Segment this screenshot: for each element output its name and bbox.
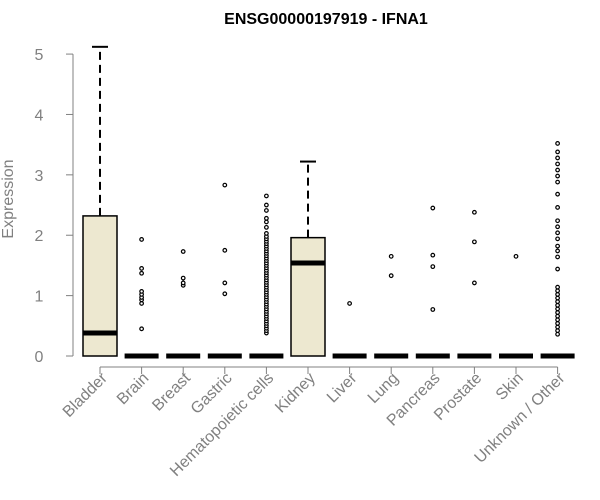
outlier-9-1: [472, 239, 477, 245]
outlier-11-20: [555, 224, 560, 230]
outlier-2-1: [180, 280, 186, 286]
outlier-9-0: [472, 280, 477, 286]
x-tick-label-0: Bladder: [60, 369, 111, 420]
outlier-11-27: [555, 161, 560, 167]
outlier-1-8: [139, 237, 145, 242]
outlier-11-22: [555, 205, 560, 210]
y-tick-label-2: 2: [35, 228, 44, 245]
outlier-6-0: [347, 301, 353, 306]
y-tick-label-3: 3: [35, 168, 44, 185]
outlier-11-13: [555, 284, 560, 290]
outlier-8-3: [430, 205, 436, 211]
x-tick-label-2: Breast: [149, 369, 194, 414]
outlier-4-44: [264, 215, 269, 221]
outlier-10-0: [513, 253, 519, 259]
outlier-1-5: [139, 288, 145, 294]
y-tick-label-4: 4: [35, 107, 44, 124]
outlier-11-16: [555, 248, 560, 254]
outlier-4-45: [264, 208, 269, 213]
outlier-11-17: [555, 243, 560, 249]
outlier-11-24: [555, 179, 560, 185]
y-tick-label-5: 5: [35, 47, 44, 64]
outlier-3-3: [222, 182, 228, 188]
outlier-1-0: [139, 326, 145, 332]
outlier-4-42: [264, 224, 269, 230]
outlier-11-26: [555, 167, 560, 173]
outlier-8-0: [430, 307, 436, 312]
outlier-3-2: [222, 247, 228, 253]
outlier-1-7: [139, 266, 145, 271]
outlier-2-3: [180, 249, 186, 254]
outlier-3-0: [222, 291, 228, 297]
outlier-2-2: [180, 275, 186, 281]
outlier-1-6: [139, 270, 145, 276]
x-tick-label-1: Brain: [114, 370, 152, 408]
outlier-11-19: [555, 230, 560, 236]
y-axis-label: Expression: [0, 159, 17, 238]
outlier-11-21: [555, 218, 560, 224]
outlier-4-46: [264, 202, 269, 208]
outlier-11-14: [555, 266, 560, 272]
y-tick-label-0: 0: [35, 349, 44, 366]
y-axis: 0 1 2 3 4 5: [35, 47, 74, 366]
outlier-7-1: [388, 253, 394, 259]
outlier-11-15: [555, 254, 560, 260]
outlier-9-2: [472, 209, 477, 215]
outlier-11-18: [555, 236, 560, 242]
x-tick-label-5: Kidney: [272, 370, 319, 417]
x-tick-label-6: Liver: [324, 369, 361, 406]
outlier-7-0: [388, 273, 394, 279]
outlier-8-2: [430, 252, 436, 258]
chart-title: ENSG00000197919 - IFNA1: [224, 11, 428, 28]
outlier-11-30: [555, 141, 560, 146]
x-tick-label-7: Lung: [365, 370, 402, 407]
x-tick-label-10: Skin: [493, 370, 527, 404]
box-5: [290, 236, 326, 357]
outlier-8-1: [430, 264, 436, 270]
outlier-4-47: [264, 193, 269, 199]
boxes: [82, 45, 575, 359]
y-tick-label-1: 1: [35, 289, 44, 306]
outlier-11-25: [555, 173, 560, 179]
outlier-4-41: [264, 231, 269, 236]
outlier-11-23: [555, 191, 560, 197]
outlier-3-1: [222, 280, 228, 286]
outlier-11-28: [555, 155, 560, 161]
outlier-11-29: [555, 149, 560, 155]
